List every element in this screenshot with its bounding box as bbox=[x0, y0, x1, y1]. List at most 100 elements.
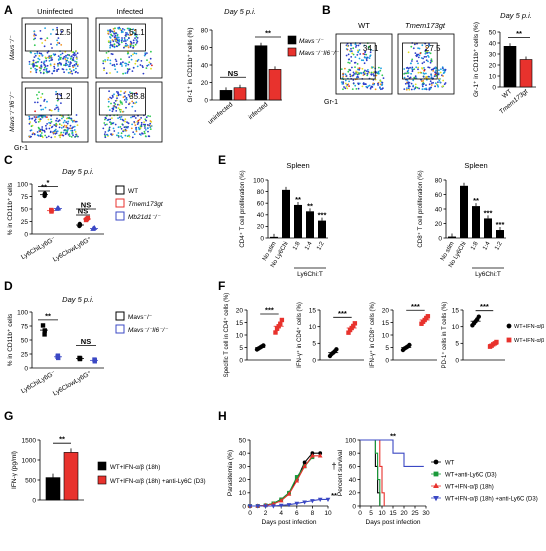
facs-event bbox=[135, 44, 137, 46]
facs-event bbox=[61, 118, 63, 120]
facs-event bbox=[348, 81, 350, 83]
facs-event bbox=[444, 71, 446, 73]
facs-event bbox=[117, 104, 119, 106]
facs-event bbox=[74, 126, 76, 128]
facs-event bbox=[131, 59, 133, 61]
facs-event bbox=[364, 62, 366, 64]
facs-event bbox=[49, 125, 51, 127]
facs-event bbox=[58, 37, 60, 39]
y-tick-label: 25 bbox=[21, 351, 29, 358]
y-tick-label: 20 bbox=[236, 307, 244, 314]
facs-event bbox=[145, 120, 147, 122]
facs-event bbox=[112, 108, 114, 110]
legend-label: WT+IFN-α/β (18h) +anti-Ly6C (D3) bbox=[110, 478, 206, 485]
facs-event bbox=[109, 127, 111, 129]
facs-event bbox=[422, 86, 424, 88]
facs-event bbox=[124, 121, 126, 123]
facs-event bbox=[53, 132, 55, 134]
facs-event bbox=[364, 71, 366, 73]
facs-event bbox=[135, 129, 137, 131]
facs-row-label: Mavs⁻/⁻Il6⁻/⁻ bbox=[9, 92, 16, 132]
legend-swatch bbox=[116, 199, 124, 207]
facs-event bbox=[126, 99, 128, 101]
facs-event bbox=[134, 52, 136, 54]
facs-event bbox=[146, 116, 148, 118]
data-point bbox=[326, 498, 329, 501]
data-point bbox=[303, 501, 306, 504]
x-tick-label: 10 bbox=[378, 510, 386, 517]
legend-swatch bbox=[116, 186, 124, 194]
facs-event bbox=[56, 44, 58, 46]
facs-event bbox=[403, 88, 405, 90]
facs-event bbox=[425, 73, 427, 75]
facs-event bbox=[123, 47, 125, 49]
facs-event bbox=[65, 55, 67, 57]
facs-event bbox=[126, 121, 128, 123]
facs-event bbox=[419, 54, 421, 56]
x-tick-label: 0 bbox=[248, 510, 252, 517]
facs-event bbox=[44, 45, 46, 47]
facs-event bbox=[46, 37, 48, 39]
facs-event bbox=[347, 71, 349, 73]
y-tick-label: 10 bbox=[236, 332, 244, 339]
facs-event bbox=[39, 67, 41, 69]
facs-event bbox=[68, 54, 70, 56]
facs-event bbox=[46, 68, 48, 70]
facs-event bbox=[123, 129, 125, 131]
facs-event bbox=[125, 135, 127, 137]
facs-event bbox=[121, 116, 123, 118]
facs-event bbox=[378, 67, 380, 69]
facs-event bbox=[350, 48, 352, 50]
facs-event bbox=[72, 58, 74, 60]
facs-event bbox=[427, 61, 429, 63]
facs-event bbox=[116, 134, 118, 136]
facs-event bbox=[135, 101, 137, 103]
facs-event bbox=[417, 63, 419, 65]
significance-label: NS bbox=[81, 337, 91, 346]
y-axis-label: % in CD11b⁺ cells bbox=[7, 313, 14, 366]
facs-event bbox=[49, 128, 51, 130]
facs-event bbox=[113, 127, 115, 129]
bar bbox=[472, 206, 480, 238]
facs-event bbox=[362, 68, 364, 70]
facs-event bbox=[359, 67, 361, 69]
facs-event bbox=[72, 126, 74, 128]
facs-event bbox=[431, 61, 433, 63]
facs-value: 11.2 bbox=[55, 92, 71, 101]
facs-event bbox=[124, 118, 126, 120]
data-point bbox=[272, 505, 275, 508]
facs-event bbox=[125, 65, 127, 67]
facs-event bbox=[133, 116, 135, 118]
facs-event bbox=[367, 71, 369, 73]
facs-event bbox=[439, 78, 441, 80]
data-point bbox=[280, 504, 283, 507]
facs-event bbox=[113, 33, 115, 35]
facs-event bbox=[30, 136, 32, 138]
y-tick-label: 0 bbox=[438, 235, 442, 242]
significance-label: ** bbox=[295, 195, 301, 204]
facs-event bbox=[118, 28, 120, 30]
y-tick-label: 0 bbox=[24, 231, 28, 238]
facs-event bbox=[352, 88, 354, 90]
facs-event bbox=[135, 39, 137, 41]
facs-event bbox=[137, 120, 139, 122]
facs-event bbox=[434, 71, 436, 73]
facs-event bbox=[62, 135, 64, 137]
facs-event bbox=[141, 60, 143, 62]
y-tick-label: 10 bbox=[309, 324, 317, 331]
facs-event bbox=[425, 88, 427, 90]
facs-event bbox=[117, 91, 119, 93]
facs-event bbox=[112, 45, 114, 47]
facs-event bbox=[351, 52, 353, 54]
facs-event bbox=[63, 64, 65, 66]
y-tick-label: 50 bbox=[21, 206, 29, 213]
facs-event bbox=[146, 52, 148, 54]
facs-event bbox=[440, 68, 442, 70]
facs-event bbox=[351, 60, 353, 62]
facs-event bbox=[144, 131, 146, 133]
panel-letter: C bbox=[4, 153, 13, 167]
facs-event bbox=[53, 53, 55, 55]
facs-event bbox=[410, 73, 412, 75]
facs-event bbox=[51, 73, 53, 75]
facs-event bbox=[107, 134, 109, 136]
